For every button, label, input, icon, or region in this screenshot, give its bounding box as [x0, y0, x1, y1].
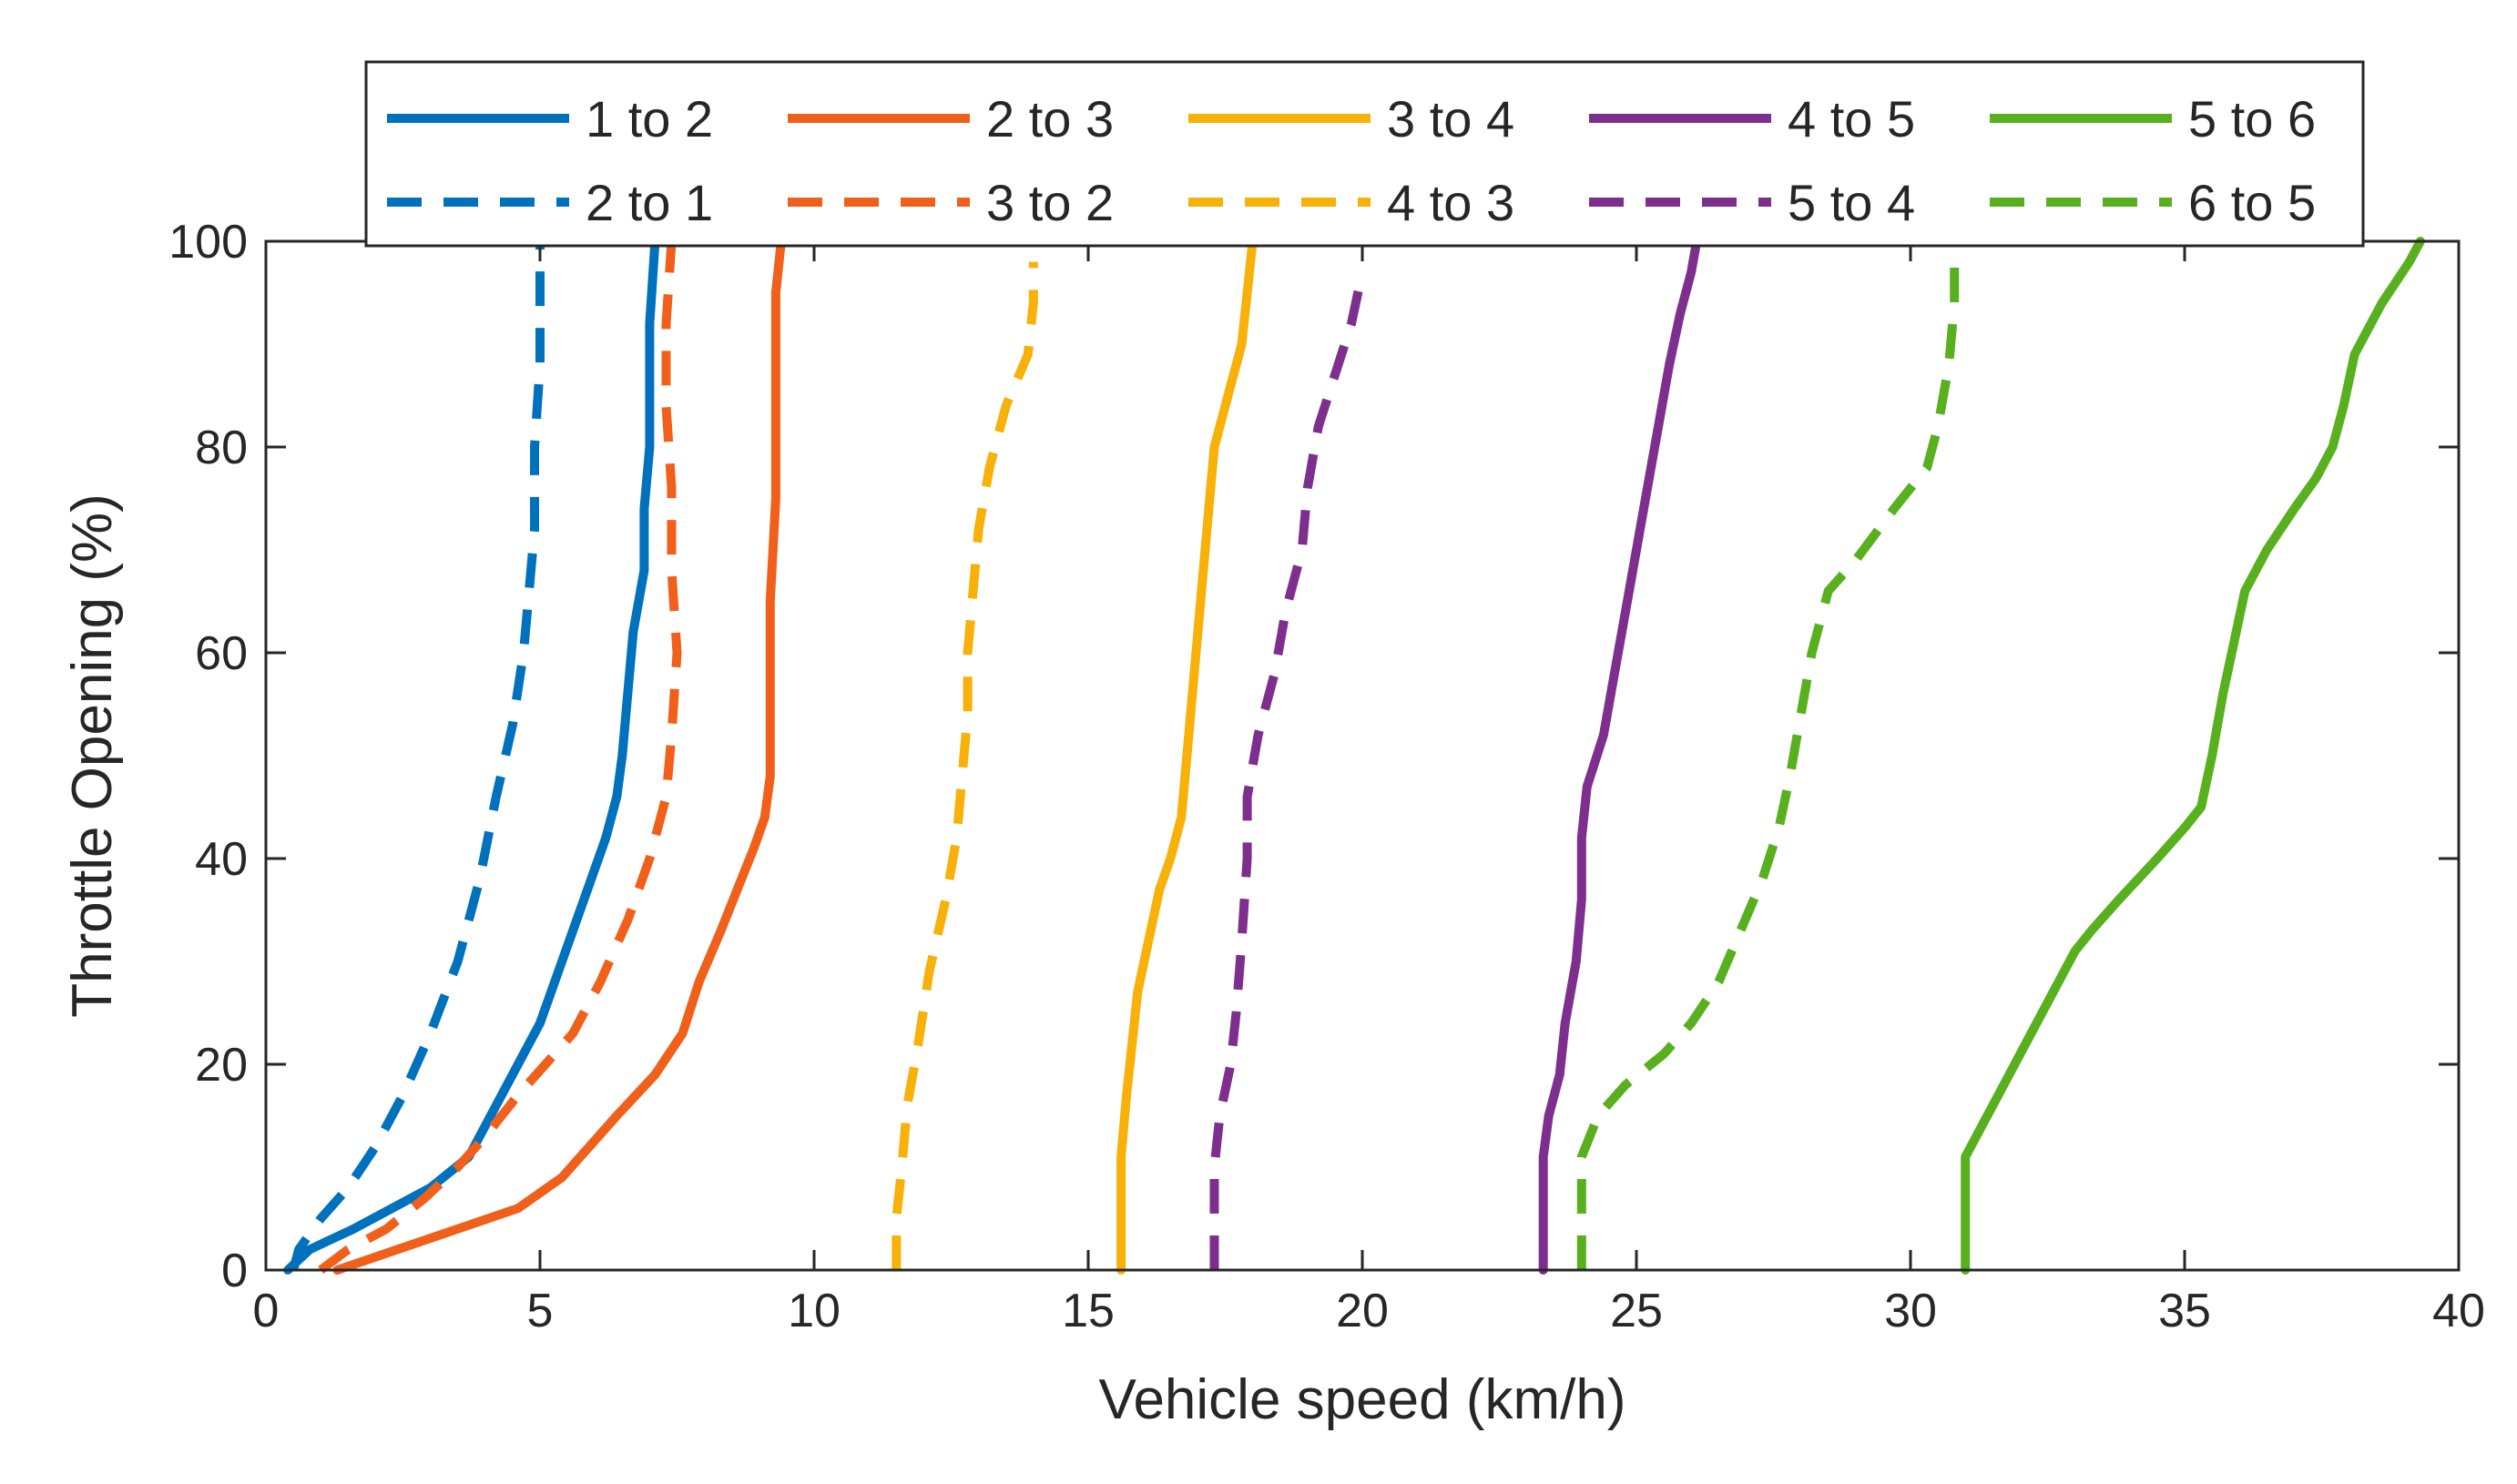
y-tick-label: 40: [195, 833, 248, 886]
legend-label: 5 to 6: [2188, 90, 2316, 147]
series-line-5-to-4: [1209, 270, 1367, 1270]
series-line-6-to-5: [1576, 261, 1960, 1270]
legend-box: [364, 60, 2365, 248]
legend-label: 6 to 5: [2188, 174, 2316, 231]
series-line-5-to-6: [1961, 237, 2425, 1275]
x-tick-label: 15: [1062, 1285, 1115, 1337]
x-tick-label: 0: [253, 1285, 280, 1337]
legend-label: 5 to 4: [1788, 174, 1915, 231]
series-line-4-to-5: [1538, 237, 1702, 1275]
x-tick-label: 35: [2158, 1285, 2211, 1337]
x-tick-label: 20: [1336, 1285, 1389, 1337]
series-layer: [283, 237, 2425, 1275]
y-tick-label: 20: [195, 1039, 248, 1092]
legend-label: 2 to 3: [986, 90, 1114, 147]
legend-label: 3 to 4: [1387, 90, 1514, 147]
x-tick-label: 10: [788, 1285, 841, 1337]
y-tick-label: 0: [221, 1245, 248, 1297]
y-tick-label: 60: [195, 627, 248, 680]
legend-label: 2 to 1: [586, 174, 713, 231]
x-tick-label: 40: [2432, 1285, 2485, 1337]
y-tick-label: 100: [168, 216, 248, 269]
x-tick-label: 25: [1610, 1285, 1663, 1337]
plot-area: [266, 241, 2459, 1270]
series-line-3-to-2: [318, 240, 682, 1274]
y-axis-label: Throttle Opening (%): [61, 493, 124, 1017]
series-line-2-to-1: [289, 241, 545, 1272]
ticks-layer: 0 5 10 15 20 25 30 35 40 0 20 40 60 80 100: [168, 216, 2485, 1337]
series-line-3-to-4: [1116, 237, 1258, 1275]
series-line-1-to-2: [283, 237, 660, 1275]
plot-background: [266, 241, 2459, 1270]
legend: 1 to 2 2 to 3 3 to 4 4 to 5 5 to 6 2 to 1 3 to…: [364, 60, 2365, 248]
x-tick-label: 5: [527, 1285, 554, 1337]
legend-label: 4 to 5: [1788, 90, 1915, 147]
y-tick-label: 80: [195, 422, 248, 474]
legend-label: 3 to 2: [986, 174, 1114, 231]
legend-label: 4 to 3: [1387, 174, 1514, 231]
series-line-2-to-3: [332, 237, 786, 1275]
x-tick-label: 30: [1884, 1285, 1937, 1337]
x-axis-label: Vehicle speed (km/h): [1099, 1368, 1626, 1431]
series-line-4-to-3: [892, 261, 1038, 1270]
legend-label: 1 to 2: [586, 90, 713, 147]
